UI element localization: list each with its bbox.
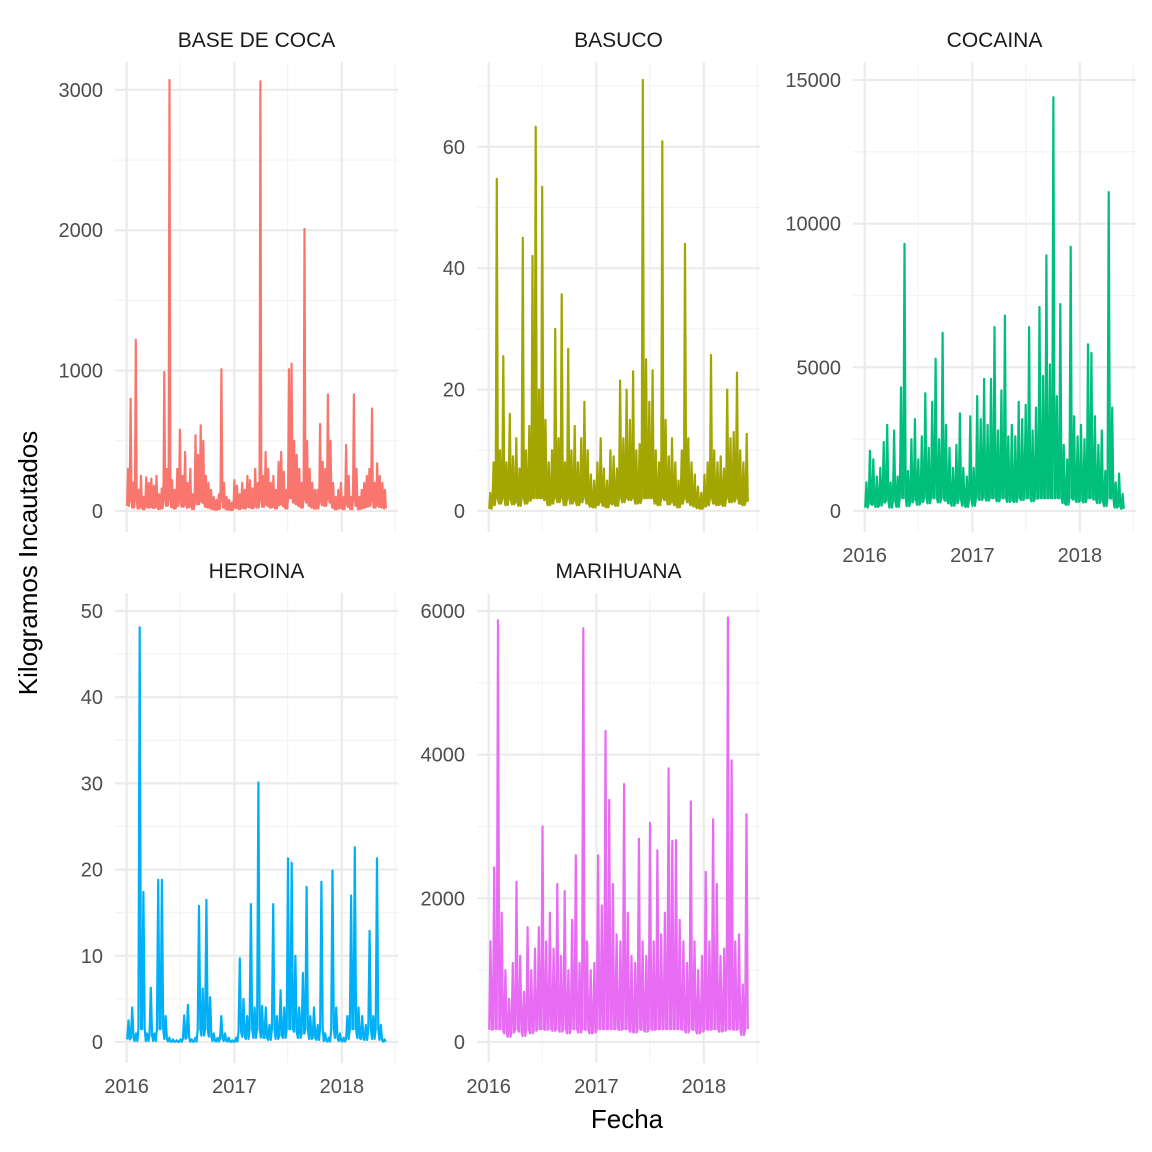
x-axis-title: Fecha <box>591 1104 664 1134</box>
series-line <box>126 626 387 1043</box>
y-axis-title: Kilogramos Incautados <box>13 431 43 695</box>
y-tick-label: 0 <box>830 501 841 523</box>
panel-basuco: 0 20 40 60 BASUCO <box>443 29 760 532</box>
x-tick-label: 2018 <box>320 1076 365 1098</box>
y-tick-label: 0 <box>454 1032 465 1054</box>
x-tick-label: 2017 <box>212 1076 257 1098</box>
y-tick-label: 15000 <box>785 70 841 92</box>
y-tick-label: 40 <box>443 258 465 280</box>
y-tick-label: 5000 <box>797 357 842 379</box>
panel-title: HEROINA <box>209 560 305 583</box>
y-tick-label: 20 <box>81 860 103 882</box>
y-tick-label: 0 <box>92 1032 103 1054</box>
y-tick-label: 10000 <box>785 214 841 236</box>
panel-base-de-coca: 0 1000 2000 3000 BASE DE COCA <box>59 29 398 532</box>
y-tick-label: 50 <box>81 601 103 623</box>
y-tick-label: 2000 <box>421 888 466 910</box>
x-tick-label: 2016 <box>466 1076 511 1098</box>
x-tick-label: 2016 <box>842 545 887 567</box>
series-line <box>864 96 1125 510</box>
y-tick-label: 0 <box>454 501 465 523</box>
y-tick-label: 10 <box>81 946 103 968</box>
panel-title: BASE DE COCA <box>178 29 336 52</box>
series-line <box>126 78 387 512</box>
y-tick-label: 6000 <box>421 601 466 623</box>
x-tick-label: 2016 <box>104 1076 149 1098</box>
y-tick-label: 20 <box>443 380 465 402</box>
series-line <box>488 78 749 510</box>
panel-cocaina: 0 5000 10000 15000 2016 2017 2018 COCAINA <box>785 29 1136 567</box>
y-tick-label: 40 <box>81 687 103 709</box>
y-tick-label: 1000 <box>59 361 104 383</box>
x-tick-label: 2018 <box>1058 545 1103 567</box>
y-tick-label: 30 <box>81 773 103 795</box>
x-tick-label: 2017 <box>574 1076 619 1098</box>
series-line <box>488 616 749 1038</box>
panel-marihuana: 0 2000 4000 6000 2016 2017 2018 MARIHUANA <box>421 560 760 1098</box>
x-tick-label: 2017 <box>950 545 995 567</box>
panel-title: MARIHUANA <box>555 560 681 583</box>
panel-title: COCAINA <box>947 29 1043 52</box>
panel-title: BASUCO <box>574 29 663 52</box>
y-tick-label: 4000 <box>421 745 466 767</box>
y-tick-label: 0 <box>92 501 103 523</box>
y-tick-label: 3000 <box>59 80 104 102</box>
y-tick-label: 2000 <box>59 220 104 242</box>
panel-heroina: 0 10 20 30 40 50 2016 2017 2018 HEROINA <box>81 560 398 1098</box>
y-tick-label: 60 <box>443 137 465 159</box>
x-tick-label: 2018 <box>682 1076 727 1098</box>
